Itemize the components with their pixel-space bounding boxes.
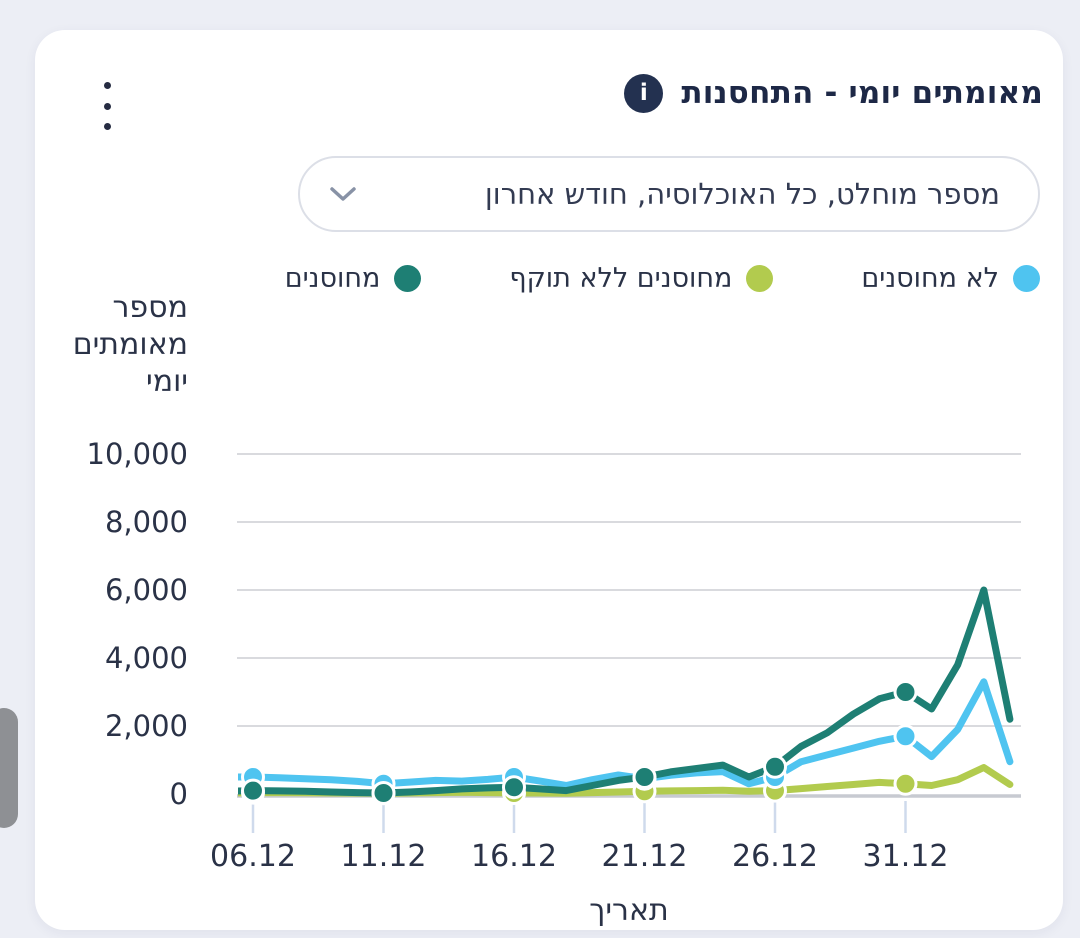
data-point-marker[interactable]	[502, 775, 526, 800]
data-point-marker[interactable]	[893, 771, 918, 796]
data-point-marker[interactable]	[893, 724, 918, 749]
legend-item[interactable]: מחוסנים	[285, 263, 422, 294]
legend-item[interactable]: לא מחוסנים	[861, 263, 1040, 294]
y-axis-title-line: מספר	[112, 290, 188, 325]
kebab-dot	[103, 102, 111, 110]
data-point-marker[interactable]	[893, 680, 918, 704]
kebab-dot	[103, 82, 111, 89]
legend-label: לא מחוסנים	[861, 262, 999, 294]
chart-title: מאומתים יומי - התחסנות	[681, 75, 1043, 111]
y-tick-label: 4,000	[104, 641, 188, 675]
legend-dot-icon	[746, 264, 774, 292]
legend-item[interactable]: מחוסנים ללא תוקף	[509, 262, 774, 294]
x-tick-label: 31.12	[862, 839, 949, 874]
chevron-down-icon	[330, 187, 356, 201]
y-axis-title-line: יומי	[146, 364, 188, 399]
legend-label: מחוסנים ללא תוקף	[509, 262, 733, 294]
data-point-marker[interactable]	[241, 778, 265, 803]
data-point-marker[interactable]	[632, 765, 657, 789]
series-line	[238, 586, 1014, 797]
chart-legend: לא מחוסנים מחוסנים ללא תוקף מחוסנים	[285, 260, 1040, 296]
legend-label: מחוסנים	[284, 262, 381, 294]
y-tick-label: 0	[169, 777, 188, 811]
x-tick-label: 06.12	[210, 839, 296, 874]
data-point-marker[interactable]	[371, 781, 396, 805]
y-tick-label: 6,000	[104, 573, 188, 607]
y-tick-label: 10,000	[86, 437, 188, 471]
legend-dot-icon	[394, 264, 422, 292]
x-tick-label: 21.12	[601, 839, 688, 874]
y-axis-title: מספר מאומתים יומי	[73, 289, 188, 400]
x-tick-label: 11.12	[340, 839, 427, 874]
page-scrollbar-thumb[interactable]	[0, 708, 18, 828]
info-icon[interactable]: i	[624, 73, 664, 113]
card-header: מאומתים יומי - התחסנות i	[624, 64, 1043, 122]
y-axis-title-line: מאומתים	[72, 327, 188, 362]
data-point-marker[interactable]	[763, 754, 787, 779]
y-tick-label: 8,000	[104, 505, 188, 539]
dropdown-selected-value: מספר מוחלט, כל האוכלוסיה, חודש אחרון	[484, 177, 1000, 211]
series-line	[238, 678, 1014, 789]
kebab-dot	[103, 123, 111, 130]
x-tick-label: 16.12	[471, 839, 557, 874]
x-axis-title: תאריך	[589, 893, 669, 928]
chart-filter-dropdown[interactable]: מספר מוחלט, כל האוכלוסיה, חודש אחרון	[298, 156, 1040, 232]
y-tick-label: 2,000	[104, 709, 188, 743]
more-options-button[interactable]	[89, 82, 125, 130]
x-tick-label: 26.12	[732, 839, 818, 874]
legend-dot-icon	[1013, 264, 1040, 292]
